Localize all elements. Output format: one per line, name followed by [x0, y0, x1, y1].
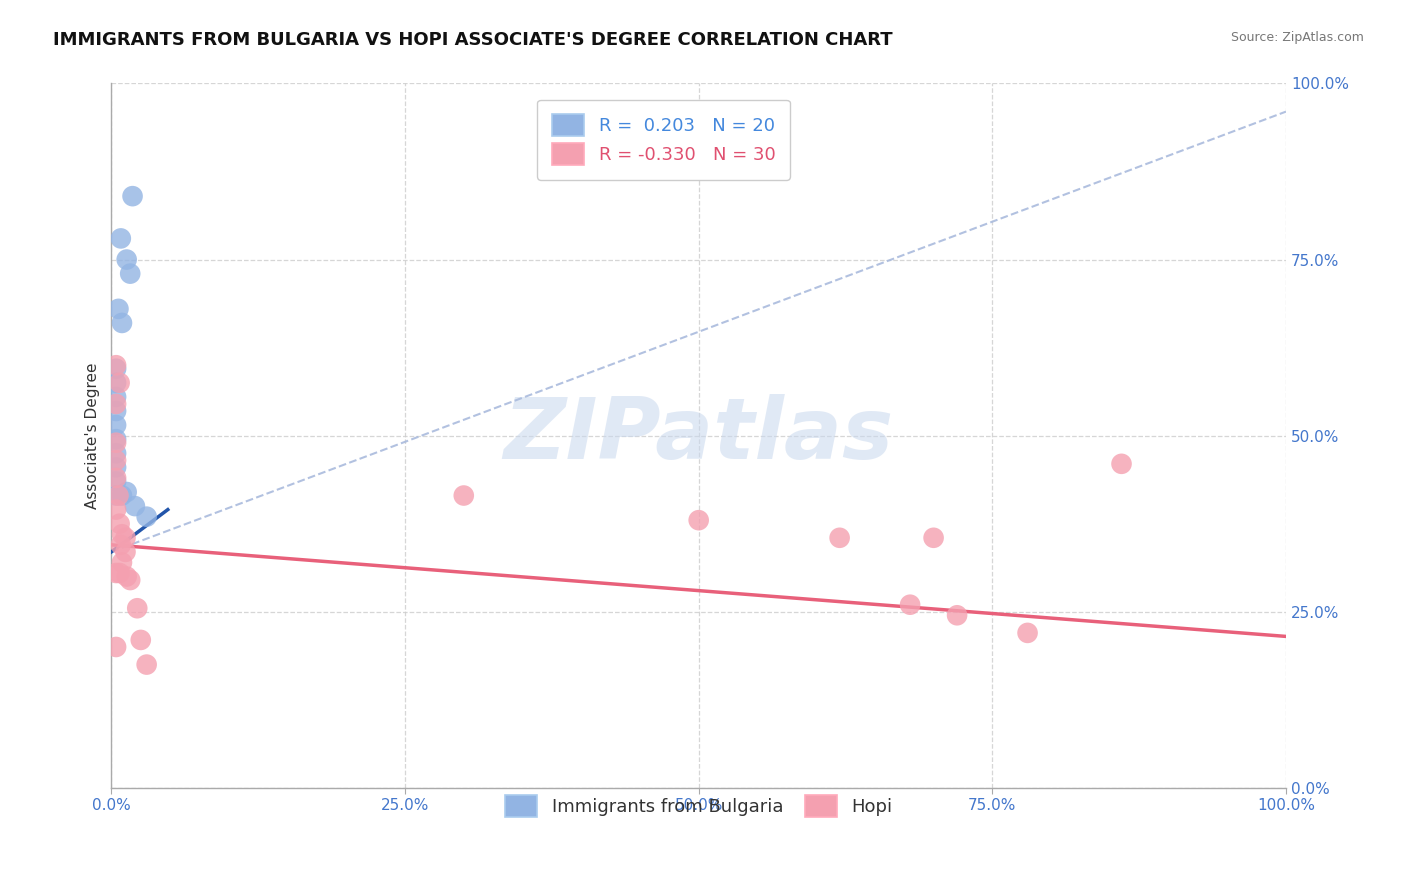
Point: [922, 531, 945, 545]
Point: [107, 489, 129, 503]
Point: [108, 376, 131, 390]
Point: [105, 446, 128, 460]
Point: [105, 460, 128, 475]
Point: [1111, 457, 1133, 471]
Point: [111, 489, 134, 503]
Point: [105, 376, 128, 390]
Point: [105, 489, 128, 503]
Text: Source: ZipAtlas.com: Source: ZipAtlas.com: [1230, 31, 1364, 45]
Point: [111, 527, 134, 541]
Point: [105, 502, 128, 516]
Point: [124, 499, 146, 513]
Point: [105, 640, 128, 654]
Point: [105, 358, 128, 372]
Point: [105, 435, 128, 450]
Point: [108, 516, 131, 531]
Point: [1017, 626, 1039, 640]
Point: [111, 316, 134, 330]
Point: [121, 189, 143, 203]
Point: [105, 475, 128, 489]
Point: [114, 545, 136, 559]
Legend: Immigrants from Bulgaria, Hopi: Immigrants from Bulgaria, Hopi: [498, 789, 900, 824]
Point: [135, 657, 157, 672]
Point: [105, 397, 128, 411]
Point: [114, 531, 136, 545]
Point: [129, 632, 152, 647]
Text: IMMIGRANTS FROM BULGARIA VS HOPI ASSOCIATE'S DEGREE CORRELATION CHART: IMMIGRANTS FROM BULGARIA VS HOPI ASSOCIA…: [53, 31, 893, 49]
Point: [105, 418, 128, 433]
Y-axis label: Associate's Degree: Associate's Degree: [86, 362, 100, 509]
Point: [898, 598, 921, 612]
Point: [127, 601, 149, 615]
Point: [115, 252, 138, 267]
Point: [135, 509, 157, 524]
Point: [110, 231, 132, 245]
Point: [108, 566, 131, 580]
Point: [105, 390, 128, 404]
Text: ZIPatlas: ZIPatlas: [503, 394, 894, 477]
Point: [110, 538, 132, 552]
Point: [105, 566, 128, 580]
Point: [107, 301, 129, 316]
Point: [688, 513, 710, 527]
Point: [453, 489, 475, 503]
Point: [105, 361, 128, 376]
Point: [946, 608, 969, 623]
Point: [105, 453, 128, 467]
Point: [828, 531, 851, 545]
Point: [105, 432, 128, 446]
Point: [111, 556, 134, 570]
Point: [105, 404, 128, 418]
Point: [115, 485, 138, 500]
Point: [115, 569, 138, 583]
Point: [105, 471, 128, 485]
Point: [120, 267, 142, 281]
Point: [120, 573, 142, 587]
